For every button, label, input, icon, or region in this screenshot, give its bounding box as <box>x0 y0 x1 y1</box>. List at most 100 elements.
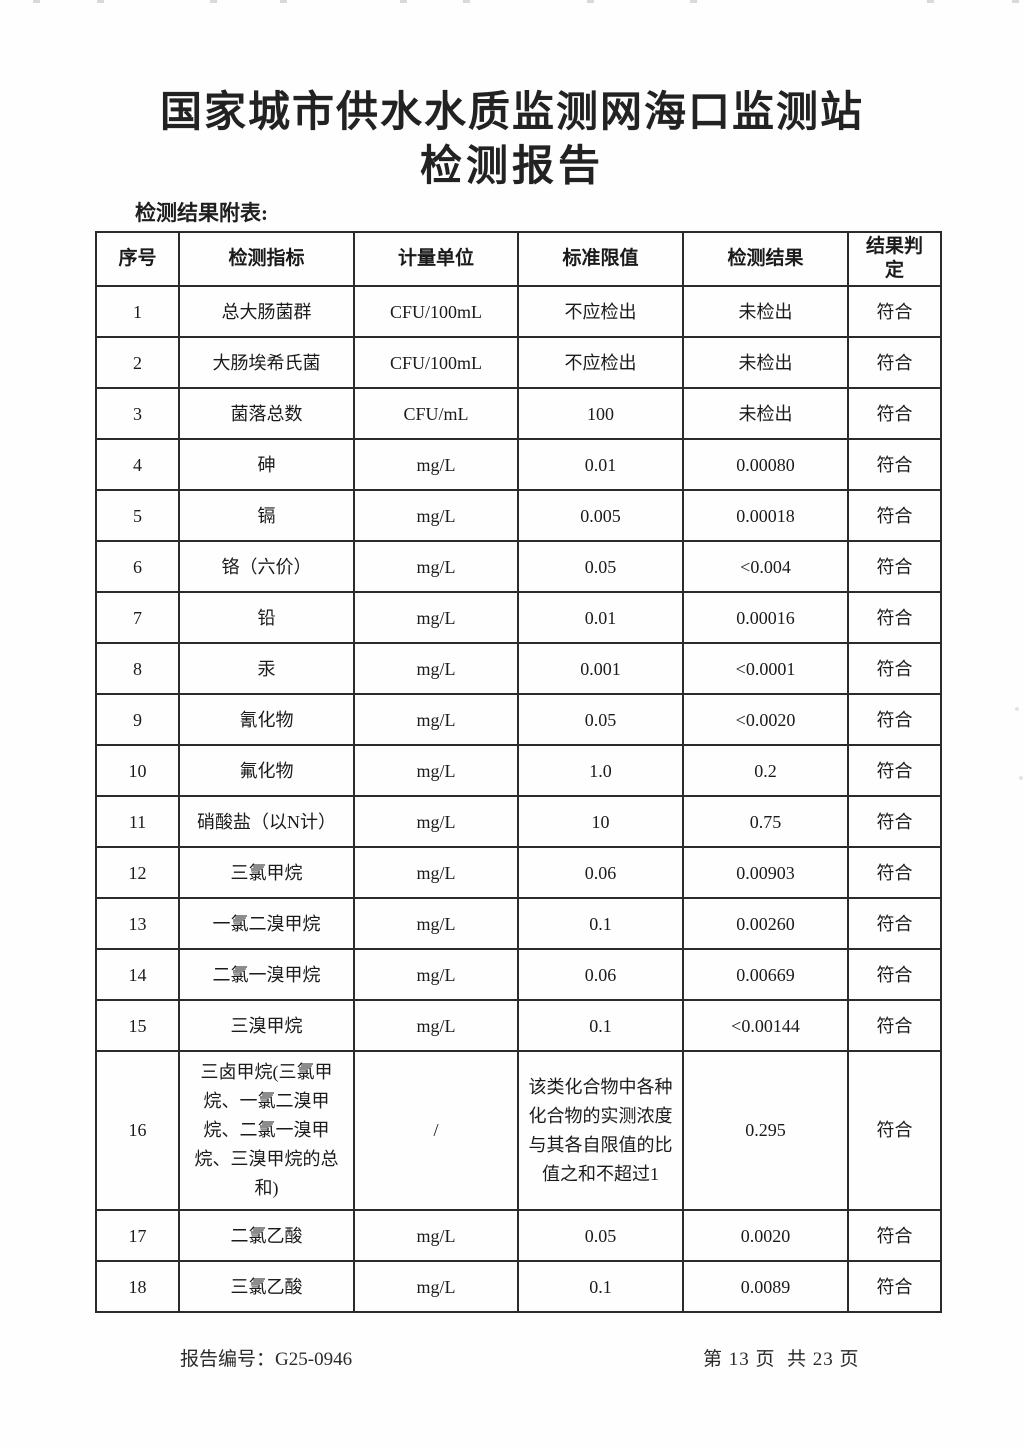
table-cell: 0.05 <box>517 693 684 746</box>
table-cell: 0.05 <box>517 1209 684 1262</box>
table-cell: 14 <box>95 948 180 1001</box>
scan-artifact <box>587 0 594 3</box>
table-cell: 0.00016 <box>682 591 849 644</box>
table-cell: 符合 <box>847 336 942 389</box>
table-cell: 0.00018 <box>682 489 849 542</box>
table-row: 12 三氯甲烷 mg/L 0.06 0.00903 符合 <box>95 846 942 899</box>
table-cell: 0.00260 <box>682 897 849 950</box>
scan-artifact <box>690 0 697 3</box>
table-cell: 汞 <box>178 642 355 695</box>
table-row: 16 三卤甲烷(三氯甲烷、一氯二溴甲烷、二氯一溴甲烷、三溴甲烷的总和) / 该类化合物… <box>95 1050 942 1211</box>
table-cell: 未检出 <box>682 336 849 389</box>
table-cell: 3 <box>95 387 180 440</box>
table-cell: 铅 <box>178 591 355 644</box>
table-cell: 0.0020 <box>682 1209 849 1262</box>
table-cell: <0.0001 <box>682 642 849 695</box>
table-cell: CFU/mL <box>353 387 519 440</box>
table-cell: mg/L <box>353 744 519 797</box>
table-cell: 0.75 <box>682 795 849 848</box>
table-cell: mg/L <box>353 540 519 593</box>
table-cell: 氟化物 <box>178 744 355 797</box>
table-cell: 符合 <box>847 387 942 440</box>
table-cell: 菌落总数 <box>178 387 355 440</box>
table-cell: 镉 <box>178 489 355 542</box>
table-cell: 4 <box>95 438 180 491</box>
table-cell: 0.05 <box>517 540 684 593</box>
table-cell: 符合 <box>847 846 942 899</box>
table-cell: 0.01 <box>517 438 684 491</box>
table-cell: mg/L <box>353 1260 519 1313</box>
scan-artifact <box>33 0 40 3</box>
table-cell: 0.1 <box>517 999 684 1052</box>
table-row: 15 三溴甲烷 mg/L 0.1 <0.00144 符合 <box>95 999 942 1052</box>
table-cell: 三溴甲烷 <box>178 999 355 1052</box>
column-header: 检测指标 <box>178 231 355 287</box>
report-title-line1: 国家城市供水水质监测网海口监测站 <box>159 90 864 136</box>
table-cell: 硝酸盐（以N计） <box>178 795 355 848</box>
table-row: 7 铅 mg/L 0.01 0.00016 符合 <box>95 591 942 644</box>
table-cell: 该类化合物中各种化合物的实测浓度与其各自限值的比值之和不超过1 <box>517 1050 684 1211</box>
table-cell: mg/L <box>353 438 519 491</box>
table-cell: 15 <box>95 999 180 1052</box>
table-cell: 符合 <box>847 744 942 797</box>
table-cell: mg/L <box>353 795 519 848</box>
table-cell: 0.2 <box>682 744 849 797</box>
table-cell: 0.1 <box>517 897 684 950</box>
table-cell: 符合 <box>847 897 942 950</box>
results-table: 序号 检测指标 计量单位 标准限值 检测结果 结果判定 1 总大肠菌群 CFU/100mL 不应检… <box>95 231 942 1313</box>
table-cell: 0.00903 <box>682 846 849 899</box>
table-cell: 1.0 <box>517 744 684 797</box>
table-cell: 0.06 <box>517 846 684 899</box>
table-cell: 二氯一溴甲烷 <box>178 948 355 1001</box>
column-header: 结果判定 <box>847 231 942 287</box>
table-cell: mg/L <box>353 693 519 746</box>
table-cell: 符合 <box>847 540 942 593</box>
table-cell: 9 <box>95 693 180 746</box>
scan-artifact <box>400 0 407 3</box>
table-cell: mg/L <box>353 642 519 695</box>
table-cell: 0.00080 <box>682 438 849 491</box>
table-cell: 17 <box>95 1209 180 1262</box>
table-cell: 不应检出 <box>517 336 684 389</box>
table-cell: 0.00669 <box>682 948 849 1001</box>
column-header: 计量单位 <box>353 231 519 287</box>
table-cell: 符合 <box>847 948 942 1001</box>
table-cell: mg/L <box>353 948 519 1001</box>
column-header: 序号 <box>95 231 180 287</box>
table-caption: 检测结果附表: <box>135 201 268 225</box>
table-row: 6 铬（六价） mg/L 0.05 <0.004 符合 <box>95 540 942 593</box>
table-cell: 三卤甲烷(三氯甲烷、一氯二溴甲烷、二氯一溴甲烷、三溴甲烷的总和) <box>178 1050 355 1211</box>
table-cell: 符合 <box>847 1050 942 1211</box>
table-cell: 1 <box>95 285 180 338</box>
table-row: 13 一氯二溴甲烷 mg/L 0.1 0.00260 符合 <box>95 897 942 950</box>
table-cell: 0.295 <box>682 1050 849 1211</box>
table-cell: 12 <box>95 846 180 899</box>
header-row: 序号 检测指标 计量单位 标准限值 检测结果 结果判定 <box>95 231 942 287</box>
table-cell: 符合 <box>847 438 942 491</box>
table-cell: 总大肠菌群 <box>178 285 355 338</box>
table-row: 2 大肠埃希氏菌 CFU/100mL 不应检出 未检出 符合 <box>95 336 942 389</box>
table-cell: 二氯乙酸 <box>178 1209 355 1262</box>
report-number-value: G25-0946 <box>275 1349 353 1370</box>
table-cell: mg/L <box>353 489 519 542</box>
scan-artifact <box>463 0 470 3</box>
table-cell: mg/L <box>353 846 519 899</box>
table-cell: 6 <box>95 540 180 593</box>
table-cell: 符合 <box>847 1260 942 1313</box>
table-cell: 符合 <box>847 999 942 1052</box>
table-cell: <0.00144 <box>682 999 849 1052</box>
table-cell: 5 <box>95 489 180 542</box>
table-cell: 符合 <box>847 489 942 542</box>
table-cell: 未检出 <box>682 387 849 440</box>
table-cell: 三氯乙酸 <box>178 1260 355 1313</box>
page-number: 第 13 页 共 23 页 <box>703 1349 860 1370</box>
table-cell: mg/L <box>353 591 519 644</box>
table-cell: 符合 <box>847 285 942 338</box>
table-row: 18 三氯乙酸 mg/L 0.1 0.0089 符合 <box>95 1260 942 1313</box>
table-cell: mg/L <box>353 1209 519 1262</box>
table-cell: <0.004 <box>682 540 849 593</box>
table-cell: 100 <box>517 387 684 440</box>
table-cell: 三氯甲烷 <box>178 846 355 899</box>
table-cell: 10 <box>517 795 684 848</box>
